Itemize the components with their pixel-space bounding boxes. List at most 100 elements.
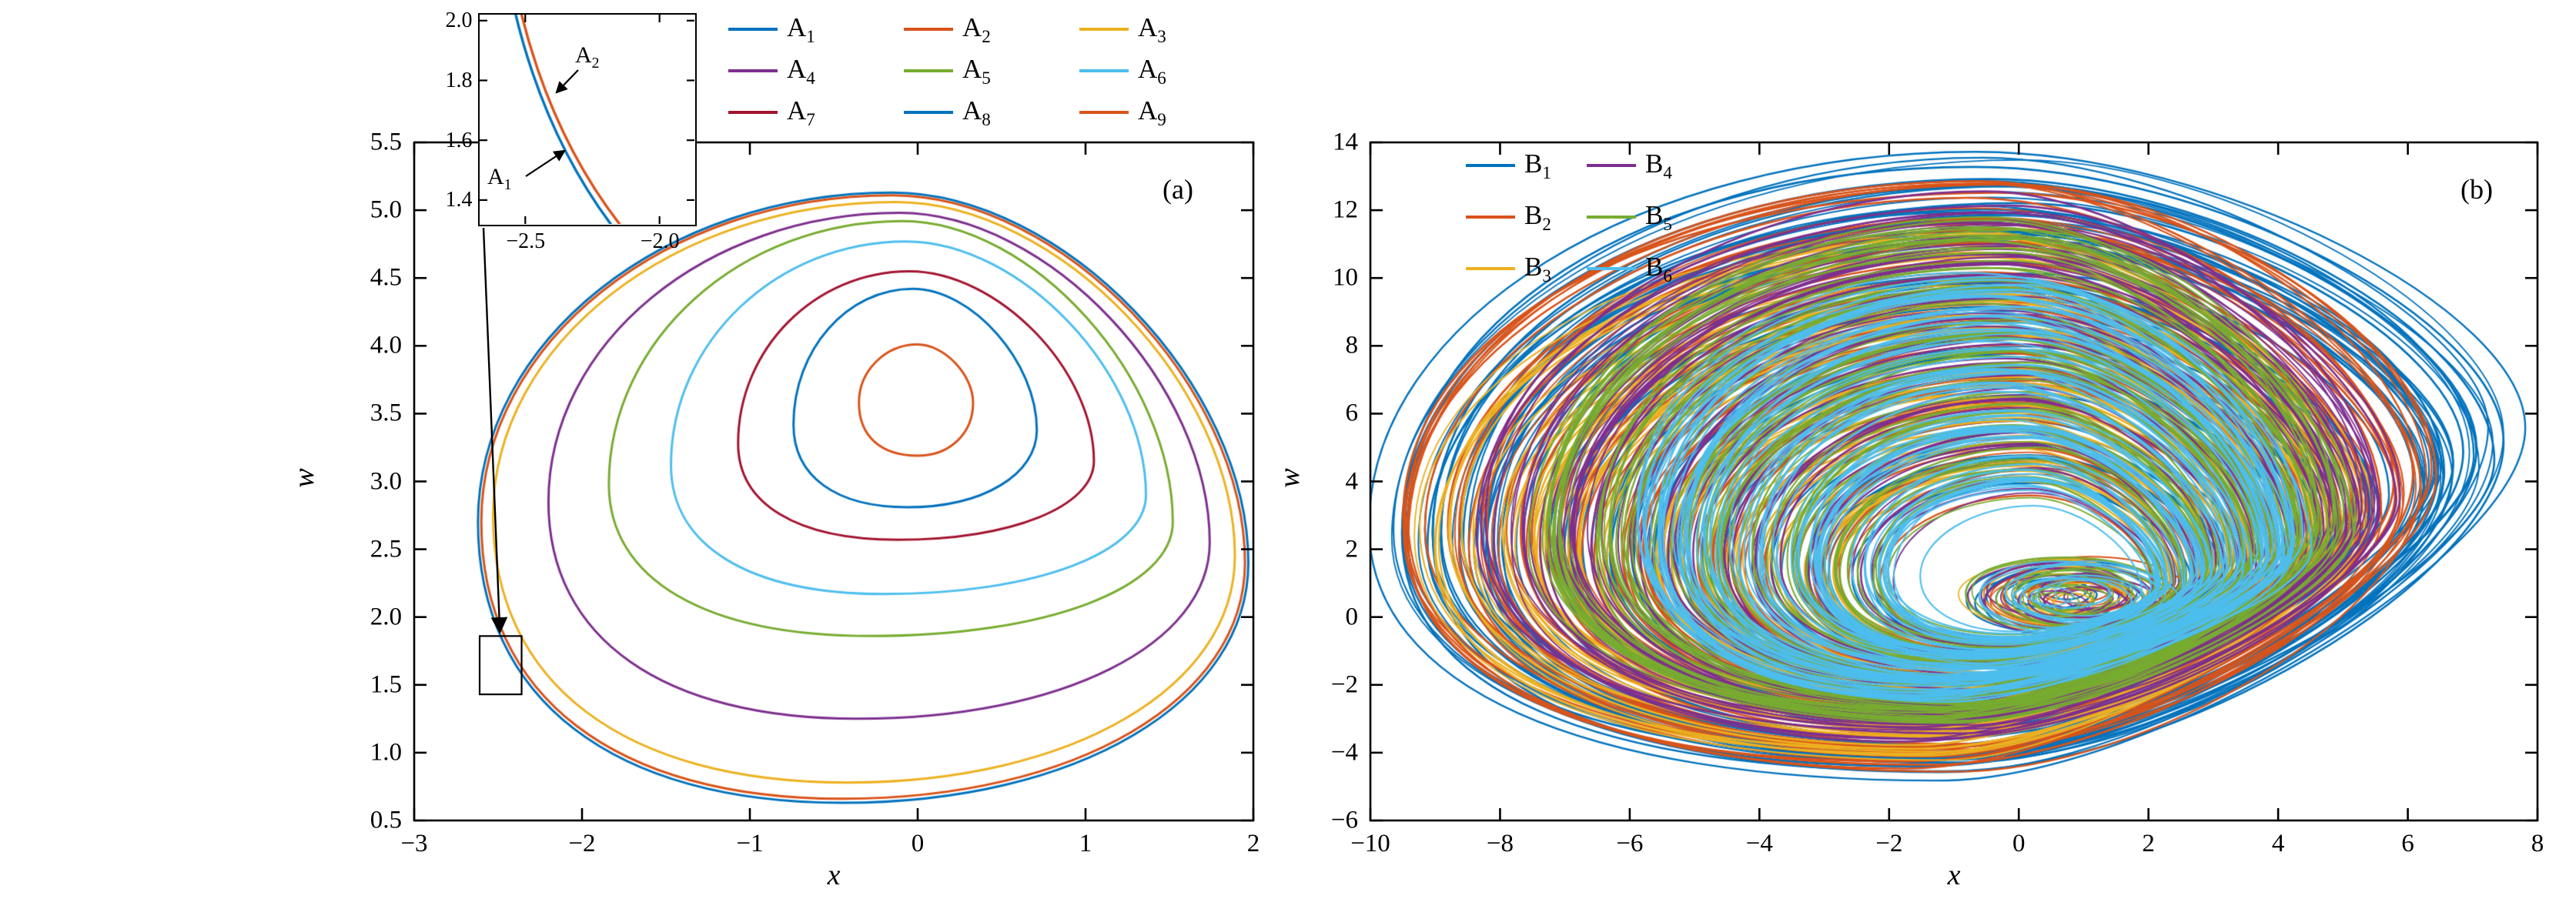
legend-label: A1 (787, 12, 815, 46)
tick-label: 2 (2142, 830, 2155, 857)
legend-line-swatch (728, 69, 778, 72)
legend-label: A2 (962, 12, 991, 46)
tick-label: 2 (1345, 535, 1359, 563)
legend-item-a8: A8 (904, 95, 1079, 129)
tick-label: −2 (568, 830, 596, 857)
tick-label: 6 (2401, 830, 2414, 857)
inset-annotation-a1: A1 (487, 164, 512, 193)
tick-label: 2.0 (370, 603, 402, 631)
panel-a-yaxis-label: w (288, 468, 320, 488)
legend-item-a3: A3 (1079, 12, 1255, 46)
panel-a-inset: A1 A2 (478, 13, 697, 226)
legend-label: A7 (787, 95, 815, 129)
legend-label: B1 (1524, 148, 1551, 182)
tick-label: −2 (1875, 830, 1903, 857)
inset-canvas (480, 15, 694, 224)
panel-a-xaxis-label: x (827, 859, 841, 891)
legend-label: A8 (962, 95, 991, 129)
tick-label: 5.5 (370, 128, 402, 156)
tick-label: 3.5 (370, 399, 402, 427)
legend-label: B2 (1524, 199, 1551, 234)
panel-a-legend: A1 A2 A3 A4 A5 A6 A7 A8 A9 (728, 12, 1255, 129)
panel-b-legend: B1 B2 B3 B4 B5 B6 (1466, 148, 1708, 305)
tick-label: −6 (1330, 806, 1358, 834)
tick-label: 5.0 (370, 196, 402, 224)
legend-item-b4: B4 (1587, 148, 1708, 182)
tick-label: 4 (2271, 830, 2285, 857)
tick-label: −3 (400, 830, 428, 857)
legend-item-a4: A4 (728, 53, 904, 88)
tick-label: −8 (1486, 830, 1514, 857)
legend-label: B5 (1645, 199, 1672, 234)
tick-label: 4.5 (370, 263, 402, 292)
legend-item-a5: A5 (904, 53, 1079, 88)
legend-item-b6: B6 (1587, 251, 1708, 286)
tick-label: 2.0 (445, 8, 473, 33)
legend-line-swatch (728, 111, 778, 114)
legend-line-swatch (1466, 267, 1515, 270)
legend-item-b1: B1 (1466, 148, 1587, 182)
inset-annotation-a2: A2 (575, 42, 600, 72)
legend-line-swatch (728, 28, 778, 31)
legend-line-swatch (904, 111, 953, 114)
tick-label: −2 (1330, 670, 1358, 699)
legend-item-a2: A2 (904, 12, 1079, 46)
legend-item-a6: A6 (1079, 53, 1255, 88)
tick-label: 8 (2531, 830, 2544, 857)
legend-line-swatch (1079, 111, 1129, 114)
legend-label: A9 (1138, 95, 1166, 129)
legend-item-a9: A9 (1079, 95, 1255, 129)
legend-label: A6 (1138, 53, 1166, 88)
legend-label: A3 (1138, 12, 1166, 46)
tick-label: 2.5 (370, 535, 402, 563)
legend-item-a1: A1 (728, 12, 904, 46)
legend-line-swatch (1466, 164, 1515, 167)
panel-a-tag: (a) (1163, 174, 1193, 205)
legend-line-swatch (1587, 267, 1636, 270)
tick-label: 8 (1345, 331, 1359, 359)
legend-item-b3: B3 (1466, 251, 1587, 286)
tick-label: 1.6 (445, 128, 473, 152)
tick-label: −2.5 (506, 229, 546, 253)
tick-label: 6 (1345, 399, 1359, 427)
tick-label: 4 (1345, 467, 1359, 495)
tick-label: −10 (1350, 830, 1390, 857)
tick-label: 1.5 (370, 670, 402, 699)
tick-label: −4 (1745, 830, 1773, 857)
legend-label: A5 (962, 53, 991, 88)
tick-label: 0 (2012, 830, 2026, 857)
tick-label: 0 (1345, 603, 1359, 631)
legend-line-swatch (1079, 69, 1129, 72)
tick-label: 2 (1246, 830, 1260, 857)
legend-line-swatch (904, 69, 953, 72)
tick-label: 0 (911, 830, 925, 857)
tick-label: 1.4 (445, 188, 473, 212)
tick-label: 12 (1333, 196, 1358, 224)
legend-label: B6 (1645, 251, 1672, 286)
legend-label: B4 (1645, 148, 1672, 182)
tick-label: 14 (1333, 128, 1358, 156)
tick-label: 3.0 (370, 467, 402, 495)
tick-label: 1.0 (370, 738, 402, 767)
legend-item-b5: B5 (1587, 199, 1708, 234)
tick-label: −2.0 (640, 229, 680, 253)
panel-b-tag: (b) (2461, 174, 2493, 205)
panel-b-xaxis-label: x (1947, 859, 1961, 891)
tick-label: −6 (1616, 830, 1644, 857)
legend-line-swatch (1587, 164, 1636, 167)
tick-label: 1 (1079, 830, 1092, 857)
tick-label: 0.5 (370, 806, 402, 834)
tick-label: 4.0 (370, 331, 402, 359)
legend-item-b2: B2 (1466, 199, 1587, 234)
tick-label: 1.8 (445, 68, 473, 92)
legend-item-a7: A7 (728, 95, 904, 129)
legend-line-swatch (1079, 28, 1129, 31)
legend-label: B3 (1524, 251, 1551, 286)
legend-line-swatch (1587, 216, 1636, 219)
tick-label: −1 (736, 830, 764, 857)
tick-label: −4 (1330, 738, 1358, 767)
legend-line-swatch (904, 28, 953, 31)
legend-line-swatch (1466, 216, 1515, 219)
legend-label: A4 (787, 53, 815, 88)
